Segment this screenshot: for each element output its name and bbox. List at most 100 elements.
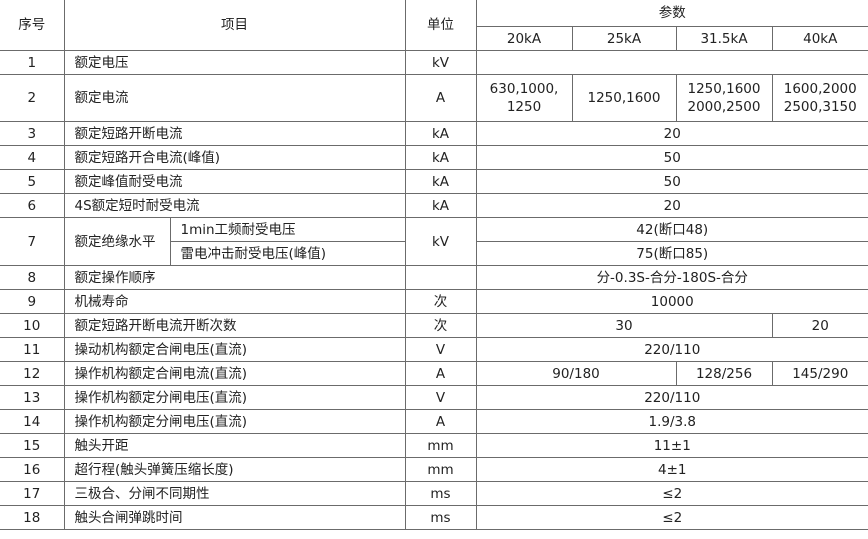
row-item: 额定绝缘水平: [63, 217, 171, 266]
table-row: 3 额定短路开断电流 kA 20: [0, 121, 868, 146]
row-unit: kA: [404, 193, 477, 218]
table-row: 5 额定峰值耐受电流 kA 50: [0, 169, 868, 194]
table-row: 13 操作机构额定分闸电压(直流) V 220/110: [0, 385, 868, 410]
row-subitem: 1min工频耐受电压: [169, 217, 406, 242]
row-number: 4: [0, 145, 65, 170]
table-row: 4 额定短路开合电流(峰值) kA 50: [0, 145, 868, 170]
row-value: 75(断口85): [475, 241, 868, 266]
row-value: 30: [475, 313, 773, 338]
row-value: 分-0.3S-合分-180S-合分: [475, 265, 868, 290]
row-unit: A: [404, 409, 477, 434]
row-number: 14: [0, 409, 65, 434]
row-item: 操作机构额定分闸电压(直流): [63, 409, 406, 434]
row-unit: ms: [404, 481, 477, 506]
table-row: 12 操作机构额定合闸电流(直流) A 90/180 128/256 145/290: [0, 361, 868, 386]
row-number: 7: [0, 217, 65, 266]
row-value: 20: [475, 121, 868, 146]
row-value: 145/290: [771, 361, 868, 386]
header-col: 25kA: [571, 26, 677, 51]
row-value: ≤2: [475, 481, 868, 506]
row-number: 12: [0, 361, 65, 386]
row-value: ≤2: [475, 505, 868, 530]
row-item: 超行程(触头弹簧压缩长度): [63, 457, 406, 482]
row-unit: 次: [404, 289, 477, 314]
header-item: 项目: [63, 0, 406, 51]
row-unit: mm: [404, 433, 477, 458]
table-row: 10 额定短路开断电流开断次数次 30 20: [0, 313, 868, 338]
row-item: 额定电压: [63, 50, 406, 75]
table-row: 11 操动机构额定合闸电压(直流) V 220/110: [0, 337, 868, 362]
row-number: 18: [0, 505, 65, 530]
row-number: 1: [0, 50, 65, 75]
row-item: 操动机构额定合闸电压(直流): [63, 337, 406, 362]
row-unit: 次: [404, 313, 477, 338]
row-number: 5: [0, 169, 65, 194]
row-item: 三极合、分闸不同期性: [63, 481, 406, 506]
row-value: 50: [475, 169, 868, 194]
row-item: 触头开距: [63, 433, 406, 458]
table-row: 15 触头开距 mm 11±1: [0, 433, 868, 458]
table-row: 雷电冲击耐受电压(峰值) 75(断口85): [0, 241, 868, 266]
row-item: 触头合闸弹跳时间: [63, 505, 406, 530]
table-row: 18 触头合闸弹跳时间 ms ≤2: [0, 505, 868, 530]
row-unit: A: [404, 361, 477, 386]
header-seq: 序号: [0, 0, 65, 51]
row-value: 1250,1600: [571, 74, 677, 122]
row-value: 4±1: [475, 457, 868, 482]
row-value: 50: [475, 145, 868, 170]
row-item: 额定短路开断电流开断次数: [63, 313, 406, 338]
header-col: 40kA: [771, 26, 868, 51]
header-unit: 单位: [404, 0, 477, 51]
header-col: 20kA: [476, 26, 573, 51]
row-value: 10000: [475, 289, 868, 314]
table-row: 8 额定操作顺序 分-0.3S-合分-180S-合分: [0, 265, 868, 290]
row-number: 3: [0, 121, 65, 146]
row-number: 15: [0, 433, 65, 458]
header-row: 序号 项目 单位 参数: [0, 0, 868, 51]
row-number: 9: [0, 289, 65, 314]
table-row: 17 三极合、分闸不同期性 ms ≤2: [0, 481, 868, 506]
row-value: 11±1: [475, 433, 868, 458]
table-row: 14 操作机构额定分闸电压(直流) A 1.9/3.8: [0, 409, 868, 434]
table-row: 1 额定电压 kV: [0, 50, 868, 75]
row-item: 额定峰值耐受电流: [63, 169, 406, 194]
row-item: 操作机构额定分闸电压(直流): [63, 385, 406, 410]
row-number: 8: [0, 265, 65, 290]
row-number: 11: [0, 337, 65, 362]
row-unit: kA: [404, 121, 477, 146]
row-unit: kV: [404, 217, 477, 266]
row-value: 1600,2000 2500,3150: [771, 74, 868, 122]
row-subitem: 雷电冲击耐受电压(峰值): [170, 241, 406, 266]
row-number: 16: [0, 457, 65, 482]
row-value: 20: [475, 193, 868, 218]
row-unit: [404, 265, 477, 290]
row-number: 17: [0, 481, 65, 506]
row-number: 10: [0, 313, 65, 338]
row-unit: kA: [404, 169, 477, 194]
row-unit: V: [404, 337, 477, 362]
row-value: 1.9/3.8: [475, 409, 868, 434]
row-item: 4S额定短时耐受电流: [63, 193, 406, 218]
table-row: 2 额定电流 A 630,1000, 1250 1250,1600 1250,1600 2…: [0, 74, 868, 122]
row-unit: V: [404, 385, 477, 410]
header-col: 31.5kA: [675, 26, 773, 51]
row-unit: kV: [404, 50, 477, 75]
header-params: 参数: [475, 0, 868, 27]
row-item: 额定电流: [63, 74, 406, 122]
row-value: 90/180: [475, 361, 677, 386]
row-number: 2: [0, 74, 65, 122]
row-unit: kA: [404, 145, 477, 170]
row-value: 220/110: [475, 337, 868, 362]
row-number: 13: [0, 385, 65, 410]
table-row: 16 超行程(触头弹簧压缩长度) mm 4±1: [0, 457, 868, 482]
table-row: 6 4S额定短时耐受电流 kA 20: [0, 193, 868, 218]
row-item: 操作机构额定合闸电流(直流): [63, 361, 406, 386]
row-item: 额定操作顺序: [63, 265, 406, 290]
table-row: 7 额定绝缘水平 1min工频耐受电压 kV 42(断口48): [0, 217, 868, 266]
row-item: 额定短路开断电流: [63, 121, 406, 146]
row-value: 128/256: [675, 361, 773, 386]
row-value: 1250,1600 2000,2500: [675, 74, 773, 122]
row-item: 额定短路开合电流(峰值): [63, 145, 406, 170]
row-number: 6: [0, 193, 65, 218]
